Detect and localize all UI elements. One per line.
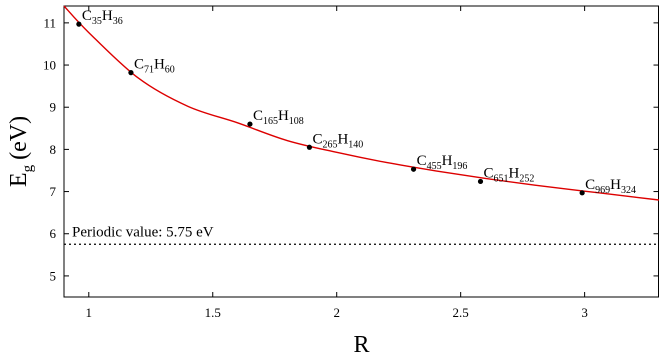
carbon-symbol: C: [484, 165, 494, 181]
y-tick-label: 10: [43, 58, 56, 73]
molecule-label: C71H60: [134, 57, 175, 76]
data-point: [76, 21, 82, 27]
data-point: [306, 144, 313, 150]
hydrogen-symbol: H: [610, 177, 621, 193]
hydrogen-count: 108: [289, 116, 304, 127]
x-tick-label: 2.5: [453, 305, 469, 320]
y-tick-label: 11: [43, 15, 56, 30]
plot-frame: [63, 5, 659, 298]
x-axis-ticks: 1 1.5 2 2.5 3: [86, 6, 588, 320]
hydrogen-count: 252: [519, 173, 534, 184]
carbon-count: 71: [144, 65, 154, 76]
carbon-symbol: C: [417, 153, 427, 169]
hydrogen-symbol: H: [102, 8, 113, 24]
carbon-count: 165: [263, 116, 278, 127]
y-tick-label: 6: [50, 226, 57, 241]
carbon-symbol: C: [134, 57, 144, 73]
molecule-label: C455H196: [417, 153, 468, 172]
hydrogen-symbol: H: [337, 131, 348, 147]
hydrogen-count: 196: [452, 161, 467, 172]
y-tick-label: 9: [50, 100, 57, 115]
carbon-count: 651: [494, 173, 509, 184]
carbon-symbol: C: [253, 108, 263, 124]
hydrogen-symbol: H: [442, 153, 453, 169]
carbon-count: 969: [595, 185, 610, 196]
molecule-label: C165H108: [253, 108, 304, 127]
hydrogen-count: 60: [165, 65, 175, 76]
hydrogen-symbol: H: [509, 165, 520, 181]
carbon-symbol: C: [82, 8, 92, 24]
y-axis-label-unit: (eV): [6, 116, 32, 160]
data-point: [579, 190, 585, 196]
hydrogen-count: 324: [621, 185, 636, 196]
carbon-count: 35: [92, 16, 102, 27]
y-tick-label: 7: [50, 184, 57, 199]
hydrogen-symbol: H: [154, 57, 165, 73]
hydrogen-symbol: H: [278, 108, 289, 124]
plot-border: [63, 5, 659, 298]
fit-curve: [63, 5, 659, 201]
y-tick-label: 5: [50, 268, 57, 283]
fit-curve-line: [63, 5, 659, 201]
data-point: [128, 70, 134, 76]
x-tick-label: 3: [581, 305, 588, 320]
y-tick-label: 8: [50, 142, 57, 157]
molecule-label: C265H140: [312, 131, 363, 150]
molecule-label: C969H324: [585, 177, 636, 196]
data-point: [477, 178, 484, 185]
data-point: [410, 166, 417, 172]
carbon-symbol: C: [585, 177, 595, 193]
molecule-label: C651H252: [484, 165, 535, 184]
hydrogen-count: 36: [113, 16, 123, 27]
carbon-count: 265: [322, 139, 337, 150]
hydrogen-count: 140: [348, 139, 363, 150]
y-axis-label: Eg (eV): [6, 116, 36, 187]
carbon-symbol: C: [312, 131, 322, 147]
y-axis-label-subscript: g: [20, 164, 36, 172]
y-axis-label-main: E: [6, 172, 32, 187]
data-point: [247, 121, 253, 127]
molecule-label: C35H36: [82, 8, 123, 27]
periodic-value-label: Periodic value: 5.75 eV: [72, 224, 214, 240]
y-axis-ticks: 5 6 7 8 9 10 11: [43, 15, 659, 283]
x-tick-label: 1: [86, 305, 93, 320]
x-axis-label: R: [353, 332, 369, 358]
x-tick-label: 1.5: [205, 305, 221, 320]
x-tick-label: 2: [333, 305, 340, 320]
carbon-count: 455: [427, 161, 442, 172]
